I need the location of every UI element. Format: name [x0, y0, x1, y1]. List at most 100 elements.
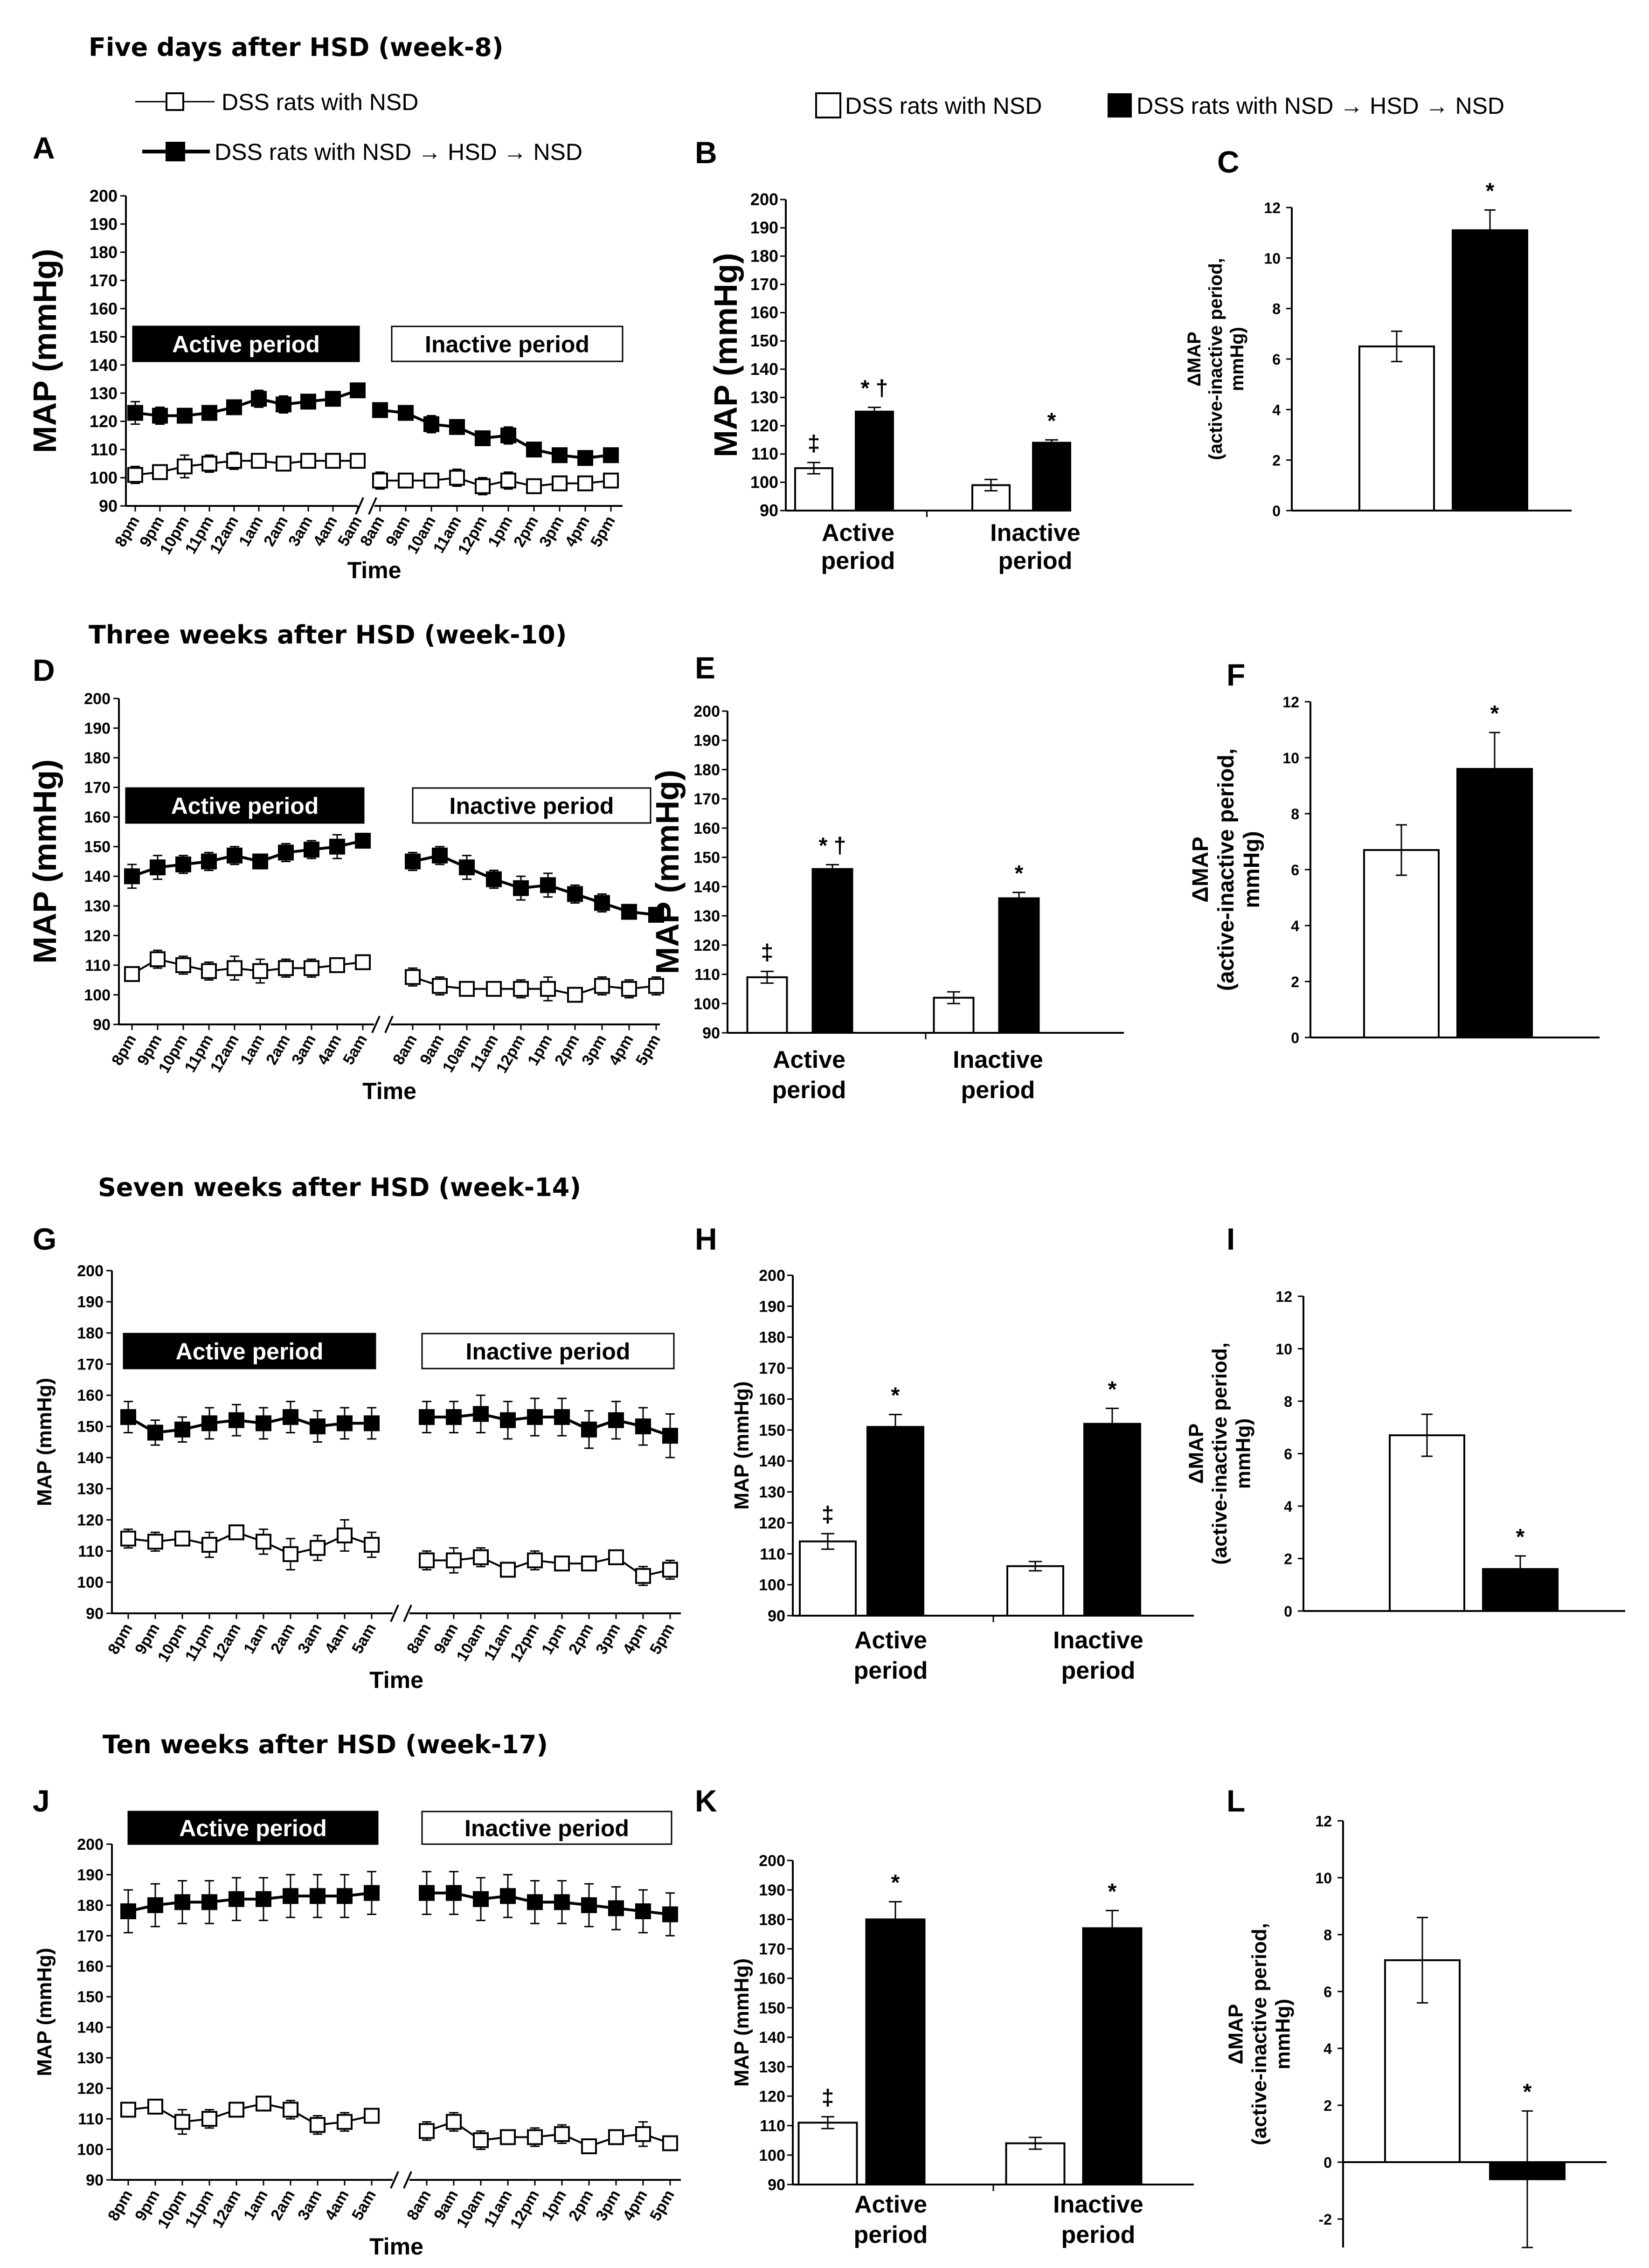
- y-tick-label: 160: [90, 299, 118, 318]
- data-point-filled: [201, 853, 217, 870]
- y-tick-label: 4: [1323, 2040, 1332, 2057]
- y-axis-title-line: mmHg): [1232, 1418, 1255, 1489]
- bar-filled: [811, 868, 853, 1034]
- x-tick-label: 8am: [357, 513, 388, 549]
- x-tick-label: 12pm: [507, 1620, 543, 1665]
- y-tick-label: 160: [759, 1970, 785, 1988]
- y-axis-title-line: (active-inactive period,: [1248, 1923, 1271, 2145]
- data-point-open: [201, 456, 217, 472]
- data-point-filled: [201, 405, 217, 421]
- category-label: period: [1061, 2221, 1136, 2248]
- y-tick-label: 120: [77, 2080, 104, 2098]
- data-point-open: [201, 2111, 217, 2127]
- data-point-open: [621, 981, 637, 997]
- bar-open: [746, 976, 788, 1034]
- legend-filled-swatch-label: DSS rats with NSD → HSD → NSD: [1136, 93, 1504, 119]
- x-tick-label: 4pm: [561, 513, 593, 550]
- category-label: period: [1061, 1657, 1136, 1684]
- data-point-open: [256, 2095, 271, 2112]
- y-tick-label: 120: [750, 416, 778, 435]
- significance-mark: *: [1047, 408, 1056, 433]
- series-line-open-active: [135, 460, 358, 476]
- y-tick-label: 150: [77, 1988, 104, 2006]
- data-point-open: [256, 1534, 271, 1550]
- series-line-filled-active: [127, 1415, 372, 1434]
- data-point-open: [310, 1540, 326, 1556]
- data-point-open: [527, 1552, 543, 1569]
- y-axis-title: ΔMAP(active-inactive period,mmHg): [1184, 258, 1247, 460]
- y-tick-label: 0: [1284, 1603, 1292, 1620]
- x-tick-label: 3pm: [592, 1620, 624, 1658]
- axis-break-mark: [390, 2171, 399, 2189]
- y-tick-label: 100: [693, 995, 720, 1013]
- y-tick-label: 120: [759, 2088, 785, 2105]
- data-point-filled: [662, 1428, 678, 1444]
- x-axis-title: Time: [369, 1667, 423, 1693]
- data-point-filled: [304, 842, 319, 858]
- data-point-filled: [120, 1903, 136, 1919]
- active-period-box: [125, 787, 365, 824]
- x-tick-label: 5am: [348, 1620, 380, 1657]
- data-point-open: [419, 1552, 435, 1569]
- line-chart-a: A 90 100 110 120 130 140 150 160 170 180 190 200 MAP …: [27, 131, 624, 583]
- y-tick-label: 180: [84, 749, 111, 767]
- y-tick-label: 140: [759, 1452, 785, 1470]
- y-tick-label: 110: [85, 957, 111, 975]
- y-tick-label: 90: [86, 2171, 104, 2189]
- panel-letter: K: [695, 1784, 717, 1818]
- y-tick-label: 12: [1315, 1813, 1332, 1830]
- data-point-open: [486, 981, 502, 997]
- y-tick-label: 110: [760, 1545, 785, 1563]
- inactive-period-label: Inactive period: [466, 1339, 630, 1365]
- y-tick-label: 12: [1275, 1288, 1292, 1305]
- data-point-open: [662, 2135, 678, 2151]
- bar-open: [1006, 1565, 1064, 1617]
- y-tick-label: 90: [86, 1605, 104, 1623]
- bar-open: [1363, 849, 1440, 1038]
- data-point-open: [300, 453, 316, 469]
- category-label: Active: [822, 519, 894, 546]
- data-point-filled: [229, 1891, 244, 1907]
- category-label: period: [998, 547, 1073, 574]
- y-tick-label: 110: [760, 2117, 785, 2135]
- x-tick-label: 4am: [321, 2187, 353, 2223]
- data-point-open: [581, 1556, 597, 1572]
- x-tick-label: 10am: [439, 1031, 475, 1075]
- data-point-filled: [310, 1888, 326, 1904]
- data-point-open: [310, 2117, 326, 2133]
- data-point-filled: [283, 1409, 298, 1425]
- x-tick-label: 2pm: [510, 513, 542, 550]
- panel-letter: L: [1226, 1784, 1245, 1818]
- data-point-filled: [229, 1412, 244, 1428]
- y-tick-label: 130: [759, 1484, 785, 1501]
- data-point-open: [174, 2114, 190, 2130]
- x-tick-label: 1am: [236, 513, 267, 549]
- data-point-filled: [300, 394, 316, 410]
- y-tick-label: 12: [1264, 200, 1281, 216]
- data-point-filled: [419, 1409, 435, 1425]
- y-tick-label: 140: [77, 1449, 104, 1467]
- x-tick-label: 1am: [240, 1620, 271, 1657]
- data-point-filled: [256, 1415, 271, 1431]
- data-point-open: [527, 2129, 543, 2145]
- y-axis-title: ΔMAP(active-inactive period,mmHg): [1224, 1923, 1294, 2145]
- y-axis-title-line: mmHg): [1240, 831, 1264, 908]
- y-tick-label: 130: [750, 387, 778, 407]
- data-point-filled: [603, 447, 619, 463]
- y-tick-label: 150: [759, 1422, 785, 1439]
- y-tick-label: 200: [759, 1267, 785, 1285]
- x-tick-label: 10pm: [154, 1620, 190, 1665]
- y-tick-label: 200: [759, 1852, 785, 1870]
- data-point-open: [423, 472, 439, 489]
- x-tick-label: 8am: [389, 1031, 421, 1068]
- y-tick-label: 6: [1272, 351, 1281, 368]
- y-axis-title-line: mmHg): [1272, 1999, 1295, 2070]
- axis-break-mark: [368, 497, 377, 515]
- data-point-open: [304, 960, 319, 976]
- data-point-open: [276, 456, 291, 472]
- y-tick-label: 110: [90, 440, 118, 459]
- data-point-open: [120, 1530, 136, 1547]
- panel-letter: E: [695, 650, 715, 685]
- data-point-filled: [513, 880, 529, 896]
- y-tick-label: 160: [84, 809, 111, 826]
